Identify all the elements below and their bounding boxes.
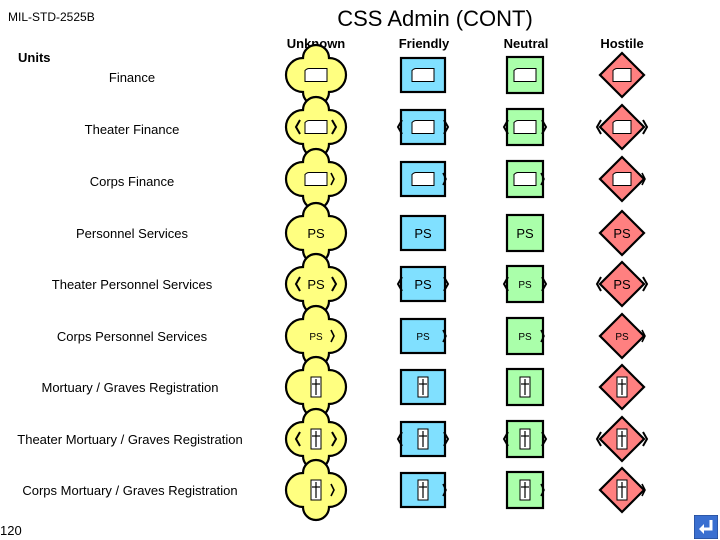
symbol-finance-neutral	[502, 107, 548, 147]
section-label: Units	[18, 50, 51, 65]
symbol-personnel-services-hostile: PS	[598, 209, 646, 257]
symbol-finance-hostile	[598, 51, 646, 99]
page-number: 120	[0, 523, 22, 538]
row-label-theater-mortuary: Theater Mortuary / Graves Registration	[17, 432, 243, 447]
svg-text:PS: PS	[307, 226, 325, 241]
symbol-personnel-services-neutral: PS	[502, 264, 548, 304]
row-label-personnel-services: Personnel Services	[76, 226, 188, 241]
return-arrow-icon[interactable]	[694, 515, 718, 539]
symbol-finance-neutral	[505, 55, 545, 95]
symbol-finance-hostile	[598, 155, 646, 203]
symbol-cross-hostile	[598, 363, 646, 411]
svg-text:PS: PS	[613, 226, 631, 241]
row-label-finance: Finance	[108, 70, 156, 85]
symbol-finance-unknown	[284, 147, 348, 211]
symbol-finance-friendly	[399, 56, 447, 94]
symbol-cross-friendly	[399, 368, 447, 406]
symbol-personnel-services-unknown: PS	[284, 201, 348, 265]
symbol-cross-unknown	[284, 458, 348, 522]
row-label-theater-personnel-services: Theater Personnel Services	[51, 277, 213, 292]
svg-text:PS: PS	[414, 226, 432, 241]
symbol-personnel-services-unknown: PS	[284, 252, 348, 316]
symbol-finance-friendly	[396, 108, 450, 146]
symbol-personnel-services-friendly: PS	[399, 214, 447, 252]
page-title: CSS Admin (CONT)	[337, 6, 533, 31]
symbol-finance-friendly	[399, 160, 447, 198]
symbol-finance-unknown	[284, 43, 348, 107]
symbol-cross-unknown	[284, 355, 348, 419]
svg-text:PS: PS	[414, 277, 432, 292]
symbol-cross-hostile	[598, 466, 646, 514]
symbol-cross-neutral	[502, 419, 548, 459]
standard-label: MIL-STD-2525B	[8, 10, 95, 24]
svg-text:PS: PS	[416, 332, 430, 343]
svg-text:PS: PS	[518, 332, 532, 343]
row-label-corps-finance: Corps Finance	[89, 174, 175, 189]
symbol-cross-hostile	[595, 415, 649, 463]
symbol-cross-friendly	[396, 420, 450, 458]
svg-text:PS: PS	[309, 332, 323, 343]
symbol-personnel-services-friendly: PS	[396, 265, 450, 303]
symbol-personnel-services-hostile: PS	[595, 260, 649, 308]
symbol-finance-neutral	[505, 159, 545, 199]
row-label-corps-mortuary: Corps Mortuary / Graves Registration	[22, 483, 238, 498]
column-header-hostile: Hostile	[600, 36, 644, 51]
row-label-corps-personnel-services: Corps Personnel Services	[56, 329, 208, 344]
symbol-cross-unknown	[284, 407, 348, 471]
symbol-finance-hostile	[595, 103, 649, 151]
row-label-mortuary: Mortuary / Graves Registration	[41, 380, 219, 395]
svg-text:PS: PS	[615, 332, 629, 343]
symbol-personnel-services-unknown: PS	[284, 304, 348, 368]
symbol-personnel-services-hostile: PS	[598, 312, 646, 360]
svg-text:PS: PS	[516, 226, 534, 241]
svg-text:PS: PS	[518, 280, 532, 291]
column-header-neutral: Neutral	[503, 36, 549, 51]
column-header-unknown: Unknown	[286, 36, 346, 51]
symbol-cross-friendly	[399, 471, 447, 509]
symbol-cross-neutral	[505, 470, 545, 510]
symbol-personnel-services-friendly: PS	[399, 317, 447, 355]
symbol-personnel-services-neutral: PS	[505, 316, 545, 356]
row-label-theater-finance: Theater Finance	[84, 122, 180, 137]
svg-text:PS: PS	[307, 277, 325, 292]
symbol-finance-unknown	[284, 95, 348, 159]
symbol-cross-neutral	[505, 367, 545, 407]
svg-text:PS: PS	[613, 277, 631, 292]
column-header-friendly: Friendly	[398, 36, 450, 51]
symbol-personnel-services-neutral: PS	[505, 213, 545, 253]
